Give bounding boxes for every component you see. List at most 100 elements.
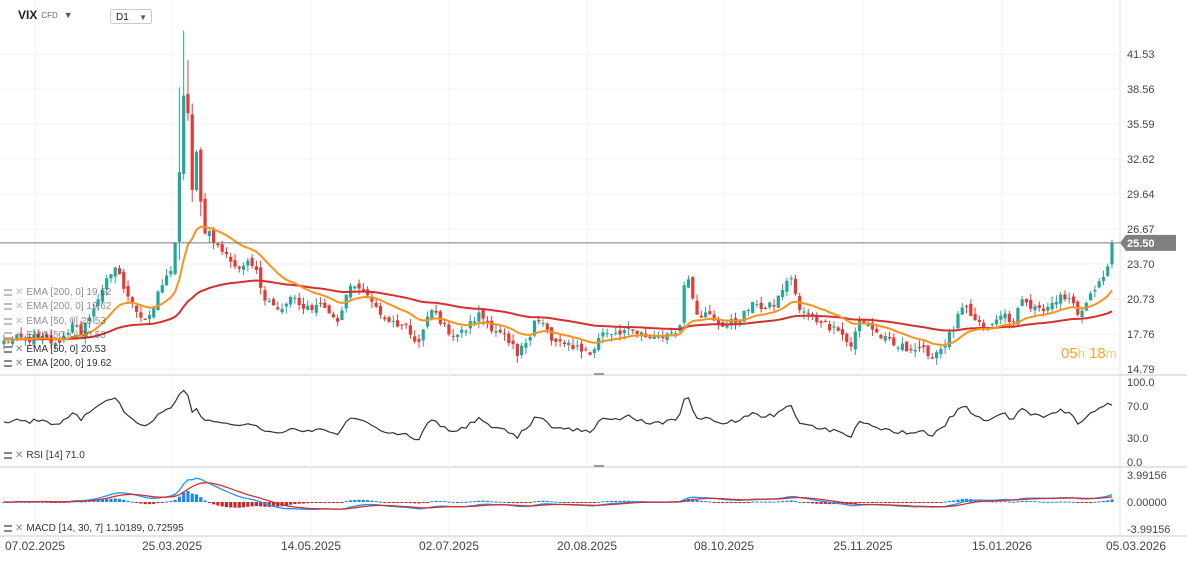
candle-body: [391, 320, 395, 322]
candle-body: [105, 278, 109, 290]
candle-body: [562, 342, 567, 345]
candle-body: [840, 329, 845, 335]
countdown-hours: 05: [1061, 345, 1078, 362]
macd-histogram-bar: [105, 498, 109, 502]
ema-legend-item: ✕ EMA [200, 0] 19.62: [4, 358, 111, 369]
candle-body: [712, 314, 716, 321]
macd-histogram-bar: [395, 502, 400, 503]
macd-histogram-bar: [716, 502, 721, 503]
indicator-settings-icon[interactable]: [4, 289, 12, 296]
candle-body: [216, 243, 220, 246]
indicator-settings-icon[interactable]: [4, 360, 12, 367]
candle-body: [361, 289, 365, 292]
candle-body: [126, 285, 130, 297]
candle-body: [87, 318, 92, 322]
macd-histogram-group: [2, 491, 1114, 508]
macd-histogram-bar: [331, 502, 336, 503]
macd-histogram-bar: [819, 502, 823, 505]
macd-histogram-bar: [520, 502, 524, 504]
macd-histogram-bar: [96, 500, 100, 502]
macd-histogram-bar: [879, 502, 883, 503]
candle-body: [378, 305, 383, 315]
macd-histogram-bar: [575, 502, 579, 503]
macd-histogram-bar: [768, 501, 772, 503]
macd-histogram-bar: [806, 502, 810, 504]
macd-histogram-bar: [323, 502, 327, 503]
candle-body: [207, 231, 211, 236]
candle-body: [1063, 294, 1067, 300]
candle-body: [532, 320, 537, 336]
macd-histogram-bar: [695, 500, 699, 502]
candle-body: [1071, 296, 1076, 304]
macd-histogram-bar: [263, 502, 267, 507]
macd-legend: ✕ MACD [14, 30, 7] 1.10189, 0.72595: [4, 523, 184, 534]
macd-histogram-bar: [1003, 501, 1007, 503]
candle-body: [113, 267, 117, 277]
candle-body: [443, 323, 447, 325]
macd-histogram-bar: [318, 502, 323, 503]
indicator-settings-icon[interactable]: [4, 332, 12, 339]
remove-indicator-icon[interactable]: ✕: [15, 330, 24, 341]
candle-body: [1033, 306, 1037, 311]
ema50-line: [3, 225, 1113, 347]
macd-histogram-bar: [310, 502, 314, 504]
macd-histogram-bar: [930, 502, 934, 503]
macd-histogram-bar: [186, 491, 190, 502]
candle-body: [2, 340, 6, 345]
candle-body: [828, 323, 832, 331]
remove-indicator-icon[interactable]: ✕: [15, 287, 24, 298]
candle-body: [271, 299, 276, 306]
indicator-settings-icon[interactable]: [4, 303, 12, 310]
macd-histogram-bar: [212, 502, 216, 505]
macd-histogram-bar: [567, 502, 571, 503]
candle-body: [605, 333, 609, 335]
remove-indicator-icon[interactable]: ✕: [15, 523, 24, 534]
remove-indicator-icon[interactable]: ✕: [15, 344, 24, 355]
macd-histogram-bar: [370, 500, 374, 502]
indicator-settings-icon[interactable]: [4, 525, 12, 532]
timeframe-select[interactable]: D1 ▼: [110, 9, 152, 24]
candle-body: [789, 278, 793, 280]
candle-body: [164, 275, 169, 286]
macd-histogram-bar: [609, 500, 614, 502]
macd-histogram-bar: [237, 502, 241, 508]
candle-body: [507, 333, 511, 343]
date-tick-label: 05.03.2026: [1106, 539, 1166, 553]
price-tick-label: 41.53: [1127, 49, 1155, 61]
candle-body: [703, 312, 708, 318]
macd-histogram-bar: [776, 501, 780, 503]
candle-body: [947, 332, 952, 348]
indicator-settings-icon[interactable]: [4, 346, 12, 353]
symbol-dropdown-icon[interactable]: ▼: [63, 10, 73, 20]
macd-histogram-bar: [1089, 502, 1093, 503]
macd-histogram-bar: [810, 502, 815, 504]
symbol-header[interactable]: VIX CFD ▼: [18, 8, 73, 22]
timeframe-dropdown-icon: ▼: [139, 13, 147, 22]
remove-indicator-icon[interactable]: ✕: [15, 358, 24, 369]
candle-body: [336, 317, 340, 322]
candle-body: [601, 332, 605, 337]
macd-histogram-bar: [203, 500, 207, 502]
candle-body: [1067, 298, 1071, 300]
macd-histogram-bar: [875, 502, 879, 503]
indicator-settings-icon[interactable]: [4, 318, 12, 325]
macd-histogram-bar: [900, 502, 904, 503]
timeframe-value: D1: [116, 12, 129, 23]
macd-histogram-bar: [755, 501, 759, 503]
candle-body: [45, 334, 49, 339]
remove-indicator-icon[interactable]: ✕: [15, 450, 24, 461]
remove-indicator-icon[interactable]: ✕: [15, 316, 24, 327]
ema-legend-label: EMA [50, 0] 20.53: [26, 344, 106, 355]
candle-body: [652, 335, 656, 339]
candle-body: [699, 315, 703, 318]
macd-histogram-bar: [952, 500, 956, 502]
candle-body: [62, 335, 66, 340]
macd-histogram-bar: [361, 499, 365, 502]
macd-histogram-bar: [173, 499, 177, 502]
candle-body: [994, 319, 999, 324]
macd-histogram-bar: [434, 500, 438, 502]
remove-indicator-icon[interactable]: ✕: [15, 301, 24, 312]
macd-histogram-bar: [793, 500, 798, 502]
indicator-settings-icon[interactable]: [4, 452, 12, 459]
